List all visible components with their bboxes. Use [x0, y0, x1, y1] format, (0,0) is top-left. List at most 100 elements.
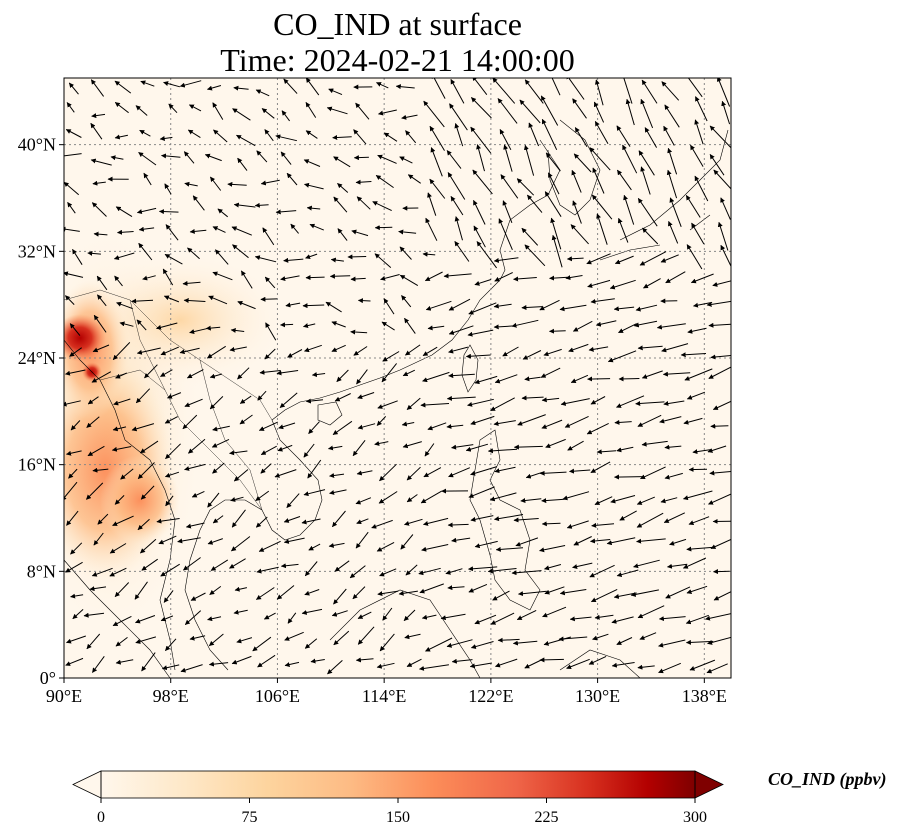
wind-arrow	[471, 97, 492, 119]
wind-arrow	[70, 593, 84, 599]
lat-tick-label: 24°N	[18, 348, 56, 368]
wind-arrow	[136, 207, 157, 215]
wind-arrow	[187, 247, 200, 260]
wind-arrow	[518, 590, 547, 597]
wind-arrow	[404, 317, 416, 334]
wind-arrow	[710, 423, 729, 429]
wind-arrow	[357, 611, 372, 619]
wind-arrow	[720, 244, 731, 267]
wind-arrow	[260, 179, 280, 186]
wind-arrow	[610, 495, 636, 504]
wind-arrow	[113, 252, 135, 260]
wind-arrow	[707, 636, 731, 645]
wind-arrow	[551, 78, 561, 96]
wind-arrow	[573, 536, 592, 546]
wind-arrow	[277, 444, 293, 452]
wind-arrow	[709, 153, 725, 176]
wind-arrow	[709, 470, 731, 476]
wind-arrow	[284, 631, 304, 641]
wind-arrow	[448, 373, 475, 379]
wind-arrow	[160, 563, 180, 577]
wind-arrow	[357, 626, 375, 645]
wind-arrow	[283, 516, 301, 523]
wind-arrow	[430, 147, 443, 177]
wind-arrow	[231, 655, 252, 665]
wind-arrow	[640, 98, 654, 129]
wind-arrow	[685, 194, 701, 218]
wind-arrow	[564, 415, 589, 428]
wind-arrow	[91, 656, 105, 673]
wind-arrow	[668, 220, 679, 244]
wind-arrow	[420, 490, 442, 504]
wind-arrow	[233, 85, 249, 91]
wind-arrow	[551, 234, 563, 268]
wind-arrow	[539, 545, 566, 553]
lat-tick-label: 0°	[40, 668, 56, 688]
wind-arrow	[588, 655, 607, 665]
wind-arrow	[524, 376, 541, 382]
wind-arrow	[112, 342, 131, 360]
wind-arrow	[465, 443, 489, 452]
wind-arrow	[559, 304, 587, 312]
wind-arrow	[515, 537, 539, 547]
wind-arrow	[265, 322, 277, 341]
wind-arrow	[398, 590, 418, 596]
wind-arrow	[473, 199, 486, 225]
gridlines	[64, 78, 731, 678]
wind-arrow	[355, 657, 374, 663]
wind-arrow	[337, 183, 349, 193]
wind-arrow	[558, 636, 588, 642]
wind-arrow	[230, 496, 244, 502]
wind-arrow	[161, 664, 180, 671]
wind-arrow	[92, 180, 106, 186]
wind-arrow	[527, 194, 543, 213]
wind-arrow	[120, 468, 134, 480]
wind-arrow	[167, 392, 182, 399]
wind-arrow	[447, 172, 466, 200]
wind-arrow	[114, 275, 123, 287]
wind-arrow	[379, 568, 397, 577]
wind-arrow	[494, 466, 516, 474]
wind-arrow	[179, 80, 202, 88]
wind-arrow	[117, 229, 134, 235]
wind-arrow	[328, 445, 343, 451]
wind-arrow	[665, 586, 691, 599]
wind-arrow	[633, 320, 658, 328]
wind-arrow	[593, 101, 605, 123]
wind-arrow	[545, 152, 561, 172]
wind-arrow	[307, 459, 322, 479]
wind-arrow	[633, 559, 660, 569]
wind-arrow	[710, 354, 731, 360]
wind-arrow	[470, 415, 495, 426]
wind-arrow	[639, 251, 667, 266]
wind-arrow	[159, 136, 173, 141]
wind-arrow	[212, 102, 224, 120]
wind-arrow	[131, 298, 154, 304]
wind-arrow	[658, 616, 686, 622]
wind-arrow	[160, 369, 173, 377]
wind-arrow	[663, 512, 686, 523]
wind-arrow	[65, 657, 84, 666]
wind-arrow	[606, 537, 636, 546]
wind-arrow	[260, 463, 272, 474]
wind-arrow	[636, 496, 655, 505]
wind-arrow	[65, 129, 82, 138]
wind-arrow	[212, 226, 226, 233]
wind-arrow	[473, 225, 486, 248]
wind-arrow	[355, 497, 372, 505]
wind-vectors	[64, 78, 731, 675]
wind-arrow	[467, 329, 494, 337]
wind-arrow	[449, 103, 468, 131]
wind-arrow	[469, 662, 492, 669]
wind-arrow	[591, 522, 615, 528]
wind-arrow	[490, 612, 515, 625]
wind-arrow	[448, 346, 469, 354]
wind-arrow	[233, 609, 248, 615]
wind-arrow	[521, 395, 544, 401]
wind-arrow	[656, 323, 686, 330]
wind-arrow	[185, 522, 205, 529]
wind-arrow	[421, 544, 449, 552]
wind-arrow	[306, 205, 321, 211]
wind-arrow	[215, 249, 229, 265]
wind-arrow	[142, 275, 156, 281]
